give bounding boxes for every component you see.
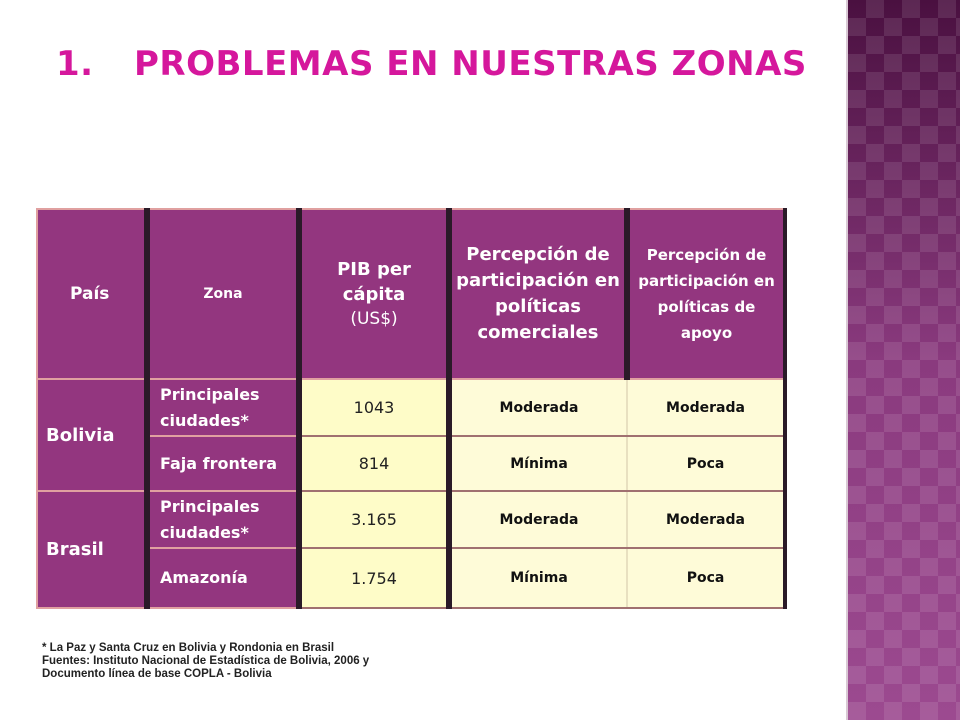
pib-cell: 1.754 [299, 548, 452, 609]
zone-cell: Faja frontera [146, 435, 302, 492]
zone-cell: Principales ciudades* [146, 490, 302, 549]
perc-apoyo-cell: Poca [627, 436, 787, 492]
table-header-row: País Zona PIB per cápita (US$) Percepció… [36, 208, 787, 380]
footnote-line: Fuentes: Instituto Nacional de Estadísti… [42, 655, 370, 667]
zone-cell: Amazonía [146, 547, 302, 609]
title-text: PROBLEMAS EN NUESTRAS ZONAS [134, 44, 807, 84]
header-perc-comercial: Percepción de participación en políticas… [448, 208, 630, 380]
pib-cell: 3.165 [299, 491, 452, 549]
perc-comercial-cell: Moderada [449, 491, 628, 549]
footnote-line: Documento línea de base COPLA - Bolivia [42, 668, 272, 680]
header-pais: País [36, 208, 150, 380]
footnotes: * La Paz y Santa Cruz en Bolivia y Rondo… [42, 642, 369, 681]
header-pib-unit: (US$) [350, 308, 398, 329]
country-brasil: Brasil [36, 490, 150, 609]
decorative-sidebar [848, 0, 960, 720]
sidebar-edge [846, 0, 848, 720]
header-pib-line2: cápita [342, 283, 406, 305]
header-pib: PIB per cápita (US$) [298, 208, 452, 380]
perc-apoyo-cell: Poca [627, 548, 787, 609]
table-row: Amazonía 1.754 Mínima Poca [37, 547, 787, 609]
perc-comercial-cell: Mínima [449, 548, 628, 609]
header-pib-line1: PIB per [337, 258, 411, 280]
slide-title: 1. PROBLEMAS EN NUESTRAS ZONAS [56, 44, 807, 84]
footnote-line: * La Paz y Santa Cruz en Bolivia y Rondo… [42, 642, 335, 654]
table-row: Bolivia Principales ciudades* 1043 Moder… [36, 378, 787, 492]
title-number: 1. [56, 44, 94, 84]
perc-apoyo-cell: Moderada [627, 379, 787, 437]
country-bolivia: Bolivia [36, 378, 150, 492]
pib-cell: 1043 [299, 379, 452, 437]
perc-comercial-cell: Mínima [449, 436, 628, 492]
header-perc-apoyo: Percepción de participación en políticas… [626, 208, 787, 380]
perc-comercial-cell: Moderada [449, 379, 628, 437]
perc-apoyo-cell: Moderada [627, 491, 787, 549]
data-table: País Zona PIB per cápita (US$) Percepció… [36, 208, 787, 609]
header-zona: Zona [146, 208, 302, 380]
zone-cell: Principales ciudades* [146, 378, 302, 437]
table-row: Faja frontera 814 Mínima Poca [37, 435, 787, 492]
pib-cell: 814 [299, 436, 452, 492]
table-row: Brasil Principales ciudades* 3.165 Moder… [36, 490, 787, 609]
